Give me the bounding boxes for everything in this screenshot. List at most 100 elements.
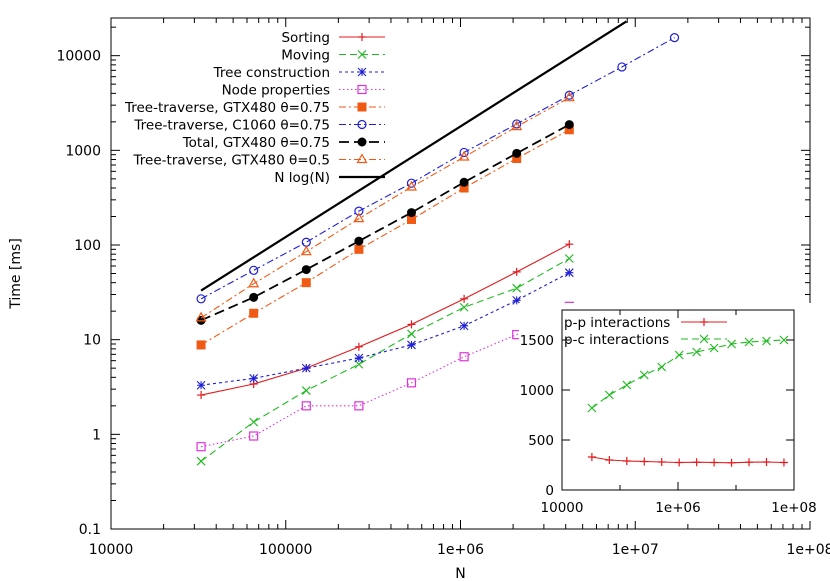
y-tick-label: 10 (83, 333, 101, 349)
inset-series-point (622, 457, 631, 465)
series-point (512, 283, 522, 293)
inset-series-point (674, 350, 684, 360)
inset-y-tick-label: 500 (528, 433, 554, 449)
y-tick-label: 1000 (65, 143, 101, 159)
series-point (669, 33, 680, 43)
inset-series-point (622, 380, 632, 390)
main-series-group (195, 20, 680, 466)
series-line (201, 272, 570, 386)
inset-x-tick-label: 1e+08 (771, 500, 816, 516)
inset-legend-marker (699, 334, 709, 344)
series-point (301, 363, 311, 373)
series-point (354, 206, 364, 216)
series-point (512, 119, 522, 129)
legend-marker (357, 137, 367, 147)
inset-series-point (605, 456, 614, 464)
y-tick-label: 10000 (56, 49, 101, 65)
series-point (406, 378, 417, 388)
inset-series-point (762, 336, 771, 346)
series-point (407, 340, 416, 350)
inset-y-tick-label: 1500 (520, 333, 554, 349)
x-tick-label: 1e+07 (612, 542, 659, 558)
series-point (617, 62, 627, 72)
series-point (249, 431, 259, 441)
series-point (249, 308, 259, 318)
series-point (460, 294, 469, 303)
series-point (512, 148, 522, 158)
legend-entry-label: Tree-traverse, C1060 θ=0.75 (133, 118, 330, 134)
series-point (301, 401, 311, 411)
series-point (565, 240, 574, 249)
y-tick-label: 0.1 (79, 522, 101, 538)
inset-series-line (591, 339, 784, 409)
series-point (249, 373, 259, 383)
series-point (354, 401, 364, 411)
series-point (353, 212, 365, 223)
legend-marker (357, 67, 367, 77)
inset-series-point (604, 390, 614, 400)
inset-series-point (692, 458, 701, 467)
series-point (564, 120, 574, 130)
series-point (407, 329, 416, 339)
inset-legend-entry-label: p-p interactions (564, 315, 670, 331)
series-point (459, 177, 469, 187)
series-line (200, 123, 570, 322)
inset-series-point (692, 347, 702, 357)
inset-legend-entry-label: p-c interactions (564, 332, 669, 348)
x-tick-label: 10000 (89, 542, 134, 558)
inset-y-tick-label: 1000 (520, 383, 554, 399)
series-line (200, 258, 570, 462)
x-tick-label: 1e+08 (786, 542, 830, 558)
y-tick-label: 1 (92, 427, 101, 443)
legend-entry-label: N log(N) (274, 170, 330, 186)
series-point (564, 268, 574, 278)
series-line (200, 20, 627, 292)
series-point (300, 245, 312, 256)
inset-plot: 10000 1e+06 1e+08 0 500 1000 1500 p-p interacti… (519, 303, 819, 521)
series-line (200, 37, 675, 300)
series-point (459, 352, 469, 362)
series-point (458, 150, 470, 161)
legend-marker (357, 102, 367, 112)
inset-series-point (710, 458, 719, 467)
series-point (301, 386, 311, 395)
series-point (195, 311, 207, 322)
inset-series-point (639, 370, 649, 380)
series-point (354, 359, 364, 369)
inset-legend-marker (700, 318, 708, 326)
x-tick-label: 100000 (259, 542, 312, 558)
inset-series-point (727, 458, 736, 467)
legend-marker (357, 119, 367, 130)
inset-series-point (727, 339, 736, 349)
inset-y-tick-label: 0 (545, 483, 554, 499)
series-point (196, 456, 206, 466)
legend-marker (357, 50, 367, 59)
series-point (459, 321, 469, 331)
inset-series-point (657, 362, 667, 372)
series-point (196, 340, 206, 350)
main-plot: 10000 100000 1e+06 1e+07 1e+080.111010010001… (8, 17, 830, 581)
series-point (564, 90, 574, 100)
series-point (196, 380, 206, 390)
legend-entry-label: Moving (281, 48, 330, 64)
legend-entry-label: Node properties (222, 83, 330, 99)
y-axis-title: Time [ms] (8, 238, 24, 310)
series-point (249, 417, 259, 427)
legend-marker (357, 84, 367, 95)
series-point (248, 277, 260, 288)
legend-entry-label: Tree-traverse, GTX480 θ=0.5 (133, 153, 330, 169)
inset-x-tick-label: 1e+06 (655, 500, 700, 516)
series-point (249, 265, 259, 275)
series-line (200, 129, 570, 346)
legend-entry-label: Tree-traverse, GTX480 θ=0.75 (124, 100, 330, 116)
series-point (512, 267, 521, 276)
series-point (406, 178, 417, 188)
x-tick-label: 1e+06 (437, 542, 484, 558)
series-point (459, 147, 469, 158)
inset-series-point (587, 453, 596, 461)
series-line (200, 243, 570, 396)
series-point (511, 120, 523, 131)
series-point (301, 278, 311, 288)
y-tick-label: 100 (74, 238, 101, 254)
